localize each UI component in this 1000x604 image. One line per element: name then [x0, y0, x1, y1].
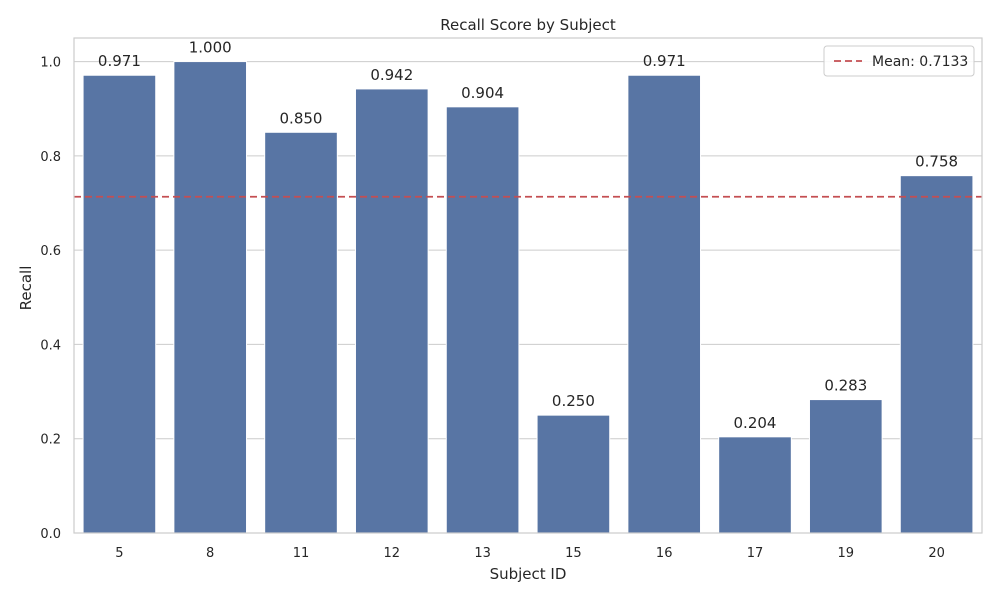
bar: [354, 88, 429, 534]
x-tick-label: 8: [206, 546, 214, 561]
y-tick-label: 0.2: [40, 433, 61, 448]
x-tick-label: 19: [838, 546, 855, 561]
bar-value-label: 0.971: [98, 52, 141, 70]
x-tick-label: 15: [565, 546, 582, 561]
bar: [82, 74, 157, 534]
x-tick-label: 11: [293, 546, 310, 561]
bar: [445, 106, 520, 534]
bar-value-label: 0.971: [643, 52, 686, 70]
legend: Mean: 0.7133: [823, 45, 975, 77]
x-tick-label: 17: [747, 546, 764, 561]
bar-value-label: 0.942: [370, 66, 413, 84]
x-tick-label: 12: [384, 546, 401, 561]
legend-box: [823, 45, 975, 77]
y-tick-label: 0.8: [40, 150, 61, 165]
data-labels: 0.971 1.000 0.850 0.942 0.904 0.250 0.971 0.204…: [98, 39, 958, 432]
bar-value-label: 1.000: [189, 39, 232, 57]
bar-value-label: 0.204: [734, 414, 777, 432]
bar: [808, 399, 883, 534]
x-tick-label: 16: [656, 546, 673, 561]
bars: [82, 61, 974, 534]
bar-value-label: 0.758: [915, 153, 958, 171]
bar: [264, 131, 338, 534]
bar-value-label: 0.850: [280, 109, 323, 127]
x-tick-label: 20: [928, 546, 945, 561]
bar-value-label: 0.250: [552, 392, 595, 410]
bar-value-label: 0.904: [461, 84, 504, 102]
x-axis-label: Subject ID: [490, 565, 567, 583]
y-axis-label: Recall: [17, 266, 35, 311]
axes: 0.0 0.2 0.4 0.6 0.8 1.0 5 8 11 12 13 15 16 17 19 20: [40, 37, 983, 561]
y-tick-label: 0.6: [40, 244, 61, 259]
bar: [173, 61, 248, 534]
x-tick-label: 13: [474, 546, 491, 561]
bar-value-label: 0.283: [824, 377, 867, 395]
y-tick-label: 0.0: [40, 527, 61, 542]
chart-title: Recall Score by Subject: [440, 16, 616, 34]
legend-entry: Mean: 0.7133: [872, 54, 968, 70]
bar: [718, 436, 792, 534]
y-tick-label: 0.4: [40, 338, 61, 353]
y-tick-label: 1.0: [40, 56, 61, 71]
plot-frame: [73, 37, 983, 534]
bar: [899, 175, 974, 534]
bar: [536, 414, 611, 534]
bar: [627, 74, 702, 534]
x-tick-label: 5: [115, 546, 123, 561]
